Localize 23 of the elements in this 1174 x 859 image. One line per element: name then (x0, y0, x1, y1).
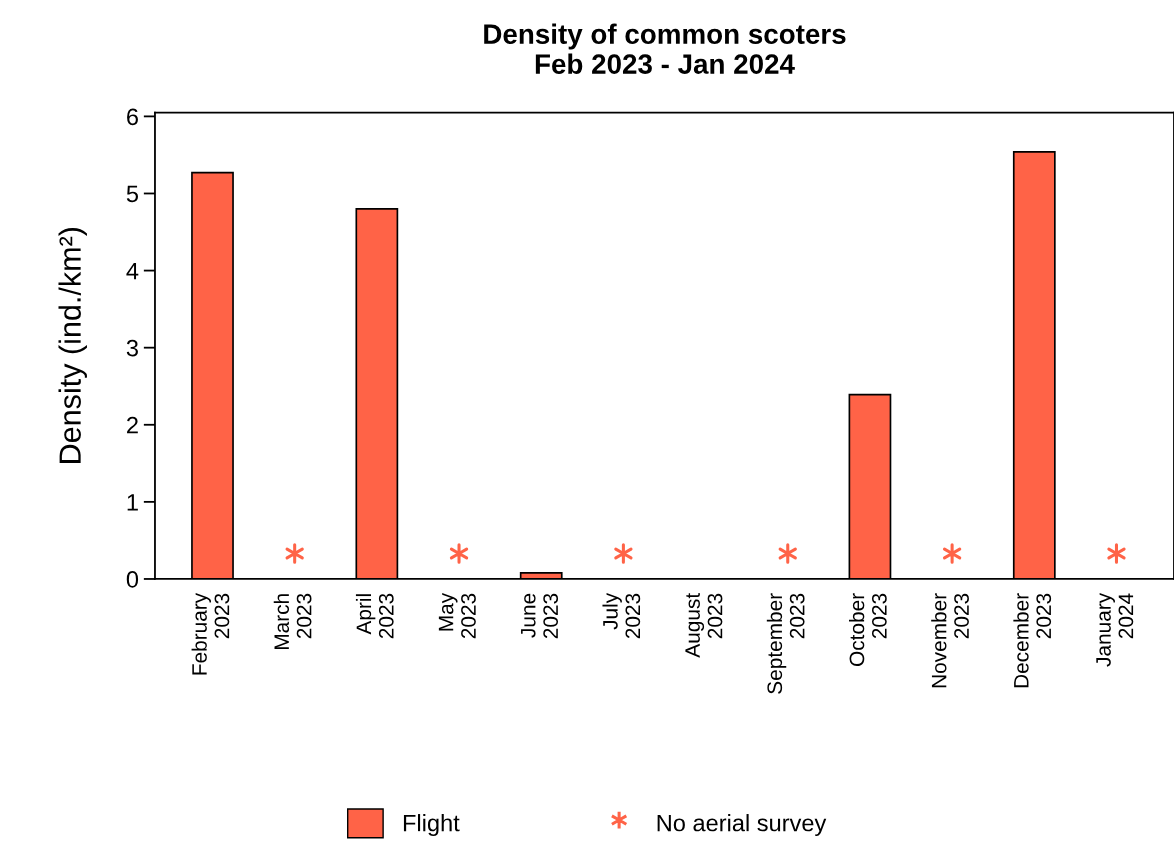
x-tick-label: September 2023 (766, 593, 805, 694)
y-axis-title: Density (ind./km²) (58, 227, 87, 463)
y-tick-label: 3 (126, 339, 138, 357)
y-tick-label: 2 (127, 416, 138, 434)
x-tick-label: January 2024 (1096, 592, 1134, 667)
x-tick-label: April 2023 (355, 593, 394, 639)
y-tick-label: 4 (126, 262, 139, 280)
x-tick-label: February 2023 (191, 592, 230, 675)
legend-label: Flight (403, 814, 460, 837)
y-tick-label: 5 (126, 185, 139, 203)
y-tick-label: 6 (127, 108, 138, 126)
x-tick-label: June 2023 (521, 593, 559, 639)
x-tick-label: August 2023 (685, 593, 723, 658)
y-tick-label: 1 (127, 494, 138, 511)
x-tick-label: July 2023 (602, 592, 641, 639)
x-tick-label: November 2023 (931, 593, 969, 688)
chart-title: Density of common scoters Feb 2023 - Jan 2024 (484, 23, 846, 74)
legend-label: No aerial survey (657, 814, 827, 837)
y-tick-label: 0 (126, 571, 139, 588)
x-tick-label: May 2023 (438, 592, 476, 639)
x-tick-label: March 2023 (273, 593, 312, 650)
x-tick-label: October 2023 (849, 593, 887, 666)
x-tick-label: December 2023 (1013, 593, 1052, 688)
